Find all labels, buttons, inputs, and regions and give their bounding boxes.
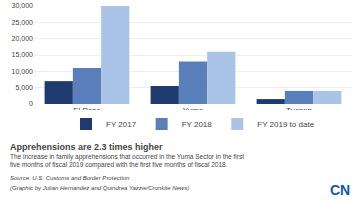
- svg-text:Apprehensions are 2.3 times hi: Apprehensions are 2.3 times higher: [10, 142, 163, 152]
- svg-text:The increase in family apprehe: The increase in family apprehensions tha…: [10, 153, 244, 169]
- svg-text:5,000: 5,000: [15, 84, 33, 91]
- svg-text:CN: CN: [330, 182, 350, 198]
- svg-text:0: 0: [29, 100, 33, 107]
- svg-text:25,000: 25,000: [12, 19, 34, 26]
- svg-text:Source: U.S. Customs and Borde: Source: U.S. Customs and Border Protecti…: [10, 175, 130, 181]
- svg-text:FY 2017: FY 2017: [106, 120, 137, 129]
- svg-text:FY 2018: FY 2018: [182, 120, 213, 129]
- svg-text:20,000: 20,000: [12, 35, 34, 42]
- svg-text:(Graphic by Julian Hernandez a: (Graphic by Julian Hernandez and Quindre…: [10, 185, 189, 191]
- svg-text:FY 2019 to date: FY 2019 to date: [257, 120, 314, 129]
- svg-text:30,000: 30,000: [12, 2, 34, 9]
- svg-text:15,000: 15,000: [12, 51, 34, 58]
- svg-text:10,000: 10,000: [12, 68, 34, 75]
